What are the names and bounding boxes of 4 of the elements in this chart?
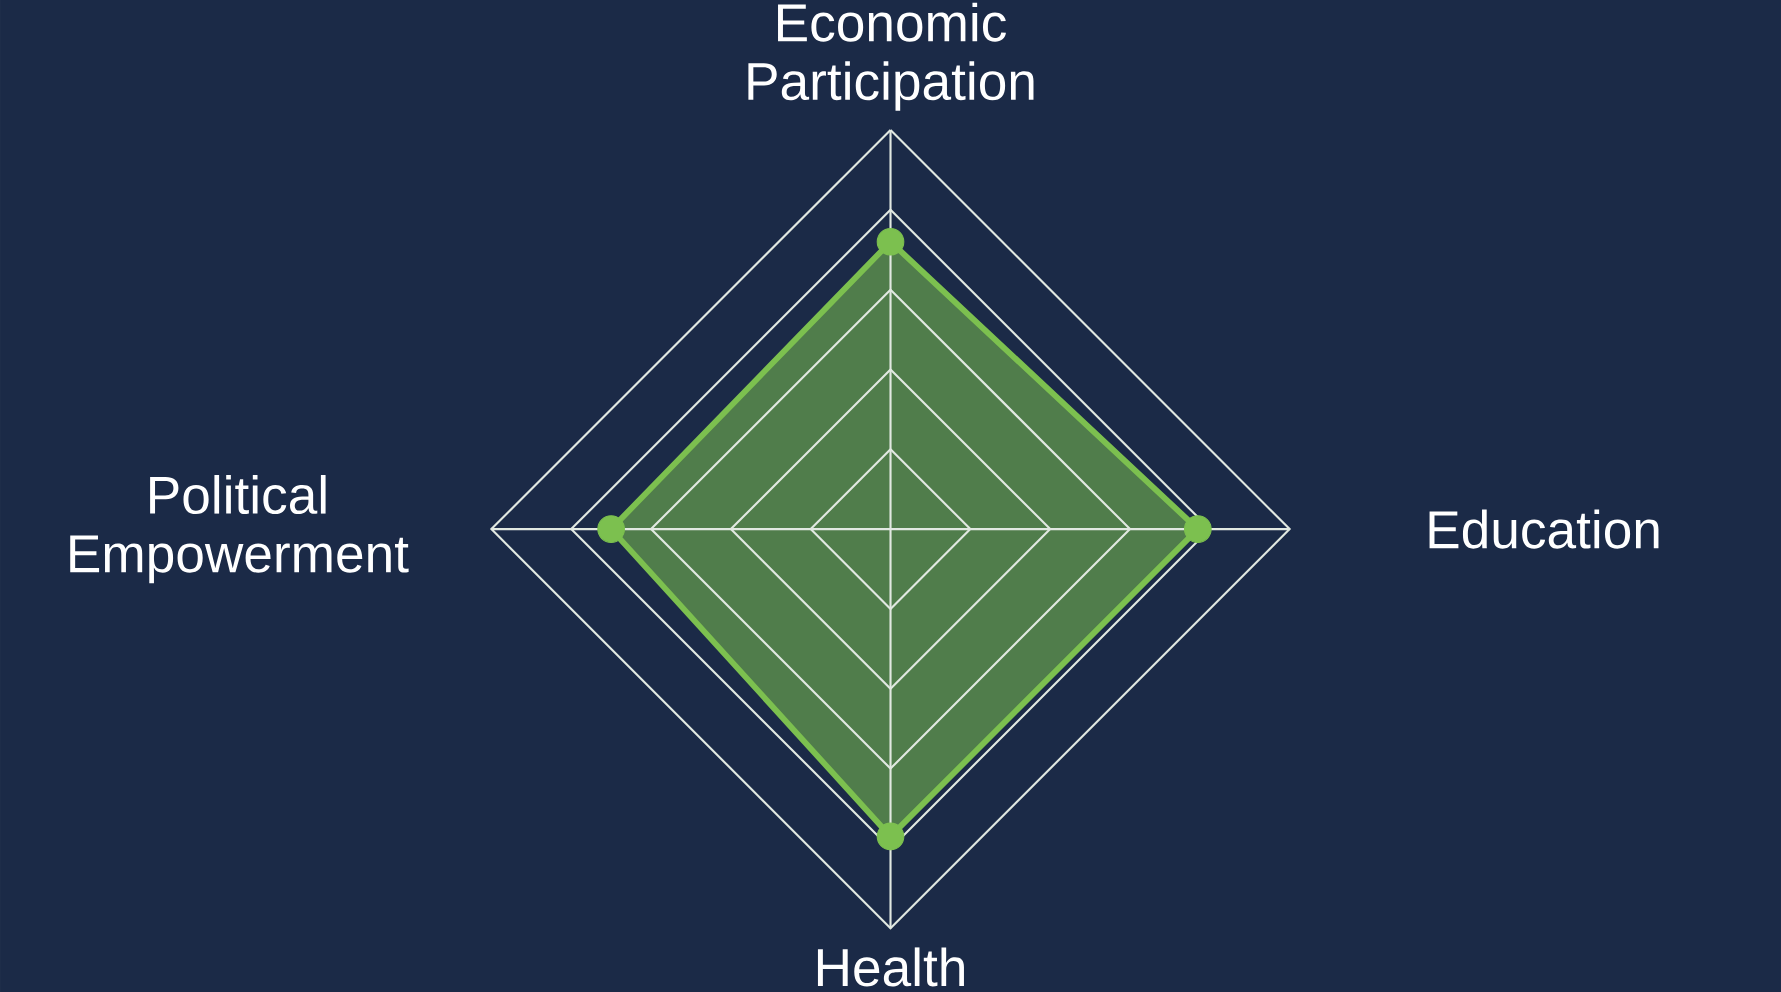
spoke-label: Economic Participation (748, 2, 1034, 111)
spoke-label: Health (817, 947, 964, 987)
spoke-label: Political Empowerment (70, 474, 409, 584)
spoke-label: Education (1429, 509, 1659, 549)
